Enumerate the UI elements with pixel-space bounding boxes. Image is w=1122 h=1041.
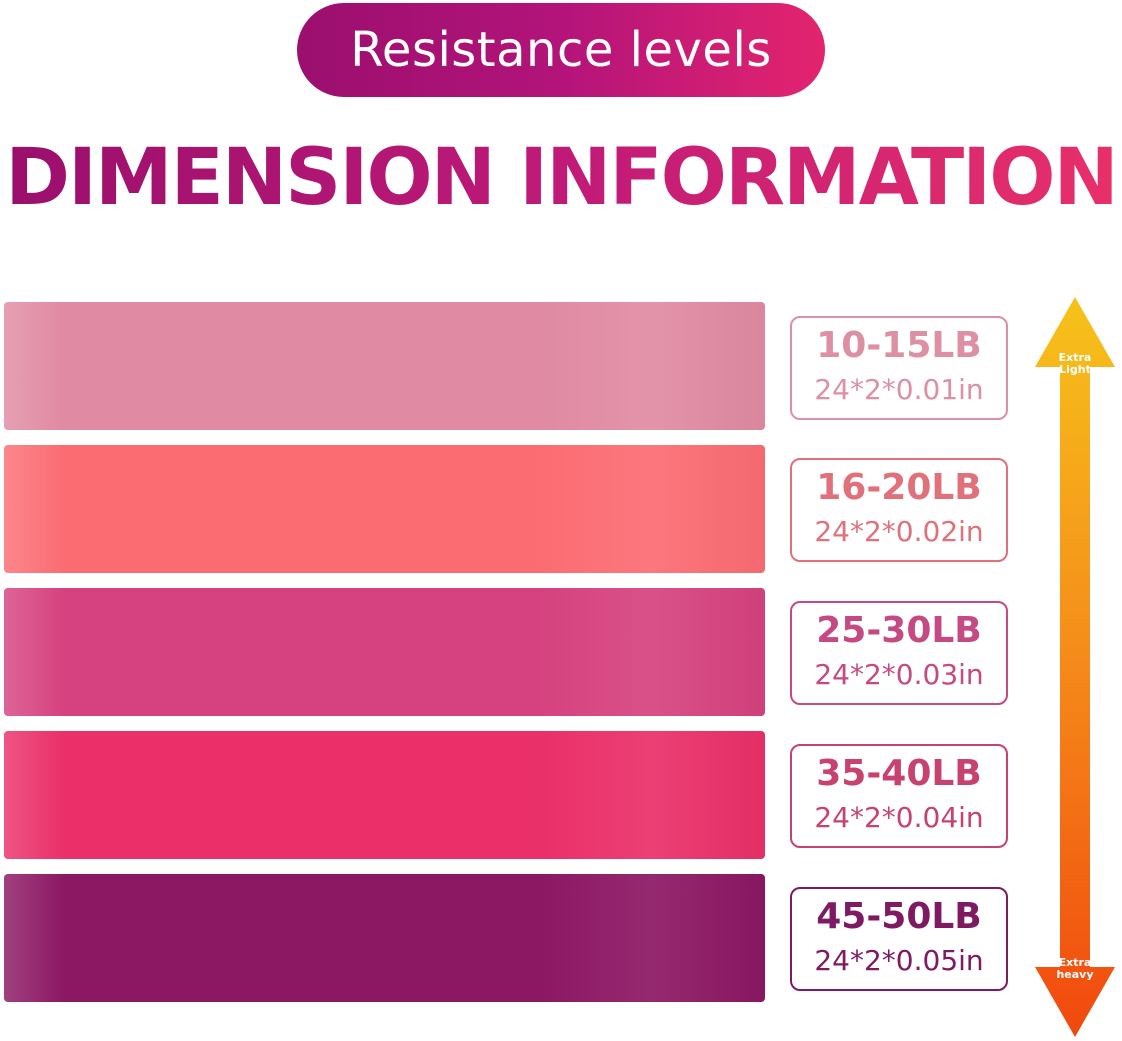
band-label-5: 45-50LB 24*2*0.05in: [790, 887, 1008, 991]
subtitle-pill: Resistance levels: [297, 3, 825, 97]
subtitle-text: Resistance levels: [350, 22, 772, 78]
resistance-band-1: [4, 302, 765, 430]
resistance-value: 10-15LB: [816, 325, 982, 366]
band-label-1: 10-15LB 24*2*0.01in: [790, 316, 1008, 420]
resistance-value: 25-30LB: [816, 610, 982, 651]
arrow-bottom-label: Extra heavy: [1056, 956, 1094, 981]
dimension-value: 24*2*0.05in: [814, 944, 984, 977]
band-label-2: 16-20LB 24*2*0.02in: [790, 458, 1008, 562]
dimension-value: 24*2*0.01in: [814, 373, 984, 406]
dimension-value: 24*2*0.02in: [814, 515, 984, 548]
dimension-value: 24*2*0.04in: [814, 801, 984, 834]
resistance-band-2: [4, 445, 765, 573]
resistance-value: 16-20LB: [816, 467, 982, 508]
band-label-3: 25-30LB 24*2*0.03in: [790, 601, 1008, 705]
resistance-band-4: [4, 731, 765, 859]
resistance-value: 35-40LB: [816, 753, 982, 794]
band-label-4: 35-40LB 24*2*0.04in: [790, 744, 1008, 848]
resistance-scale-arrow-icon: [1035, 297, 1115, 1037]
resistance-band-3: [4, 588, 765, 716]
arrow-top-label: Extra Light: [1058, 351, 1092, 376]
dimension-value: 24*2*0.03in: [814, 658, 984, 691]
resistance-value: 45-50LB: [816, 896, 982, 937]
page-title: DIMENSION INFORMATION: [0, 128, 1122, 228]
resistance-band-5: [4, 874, 765, 1002]
